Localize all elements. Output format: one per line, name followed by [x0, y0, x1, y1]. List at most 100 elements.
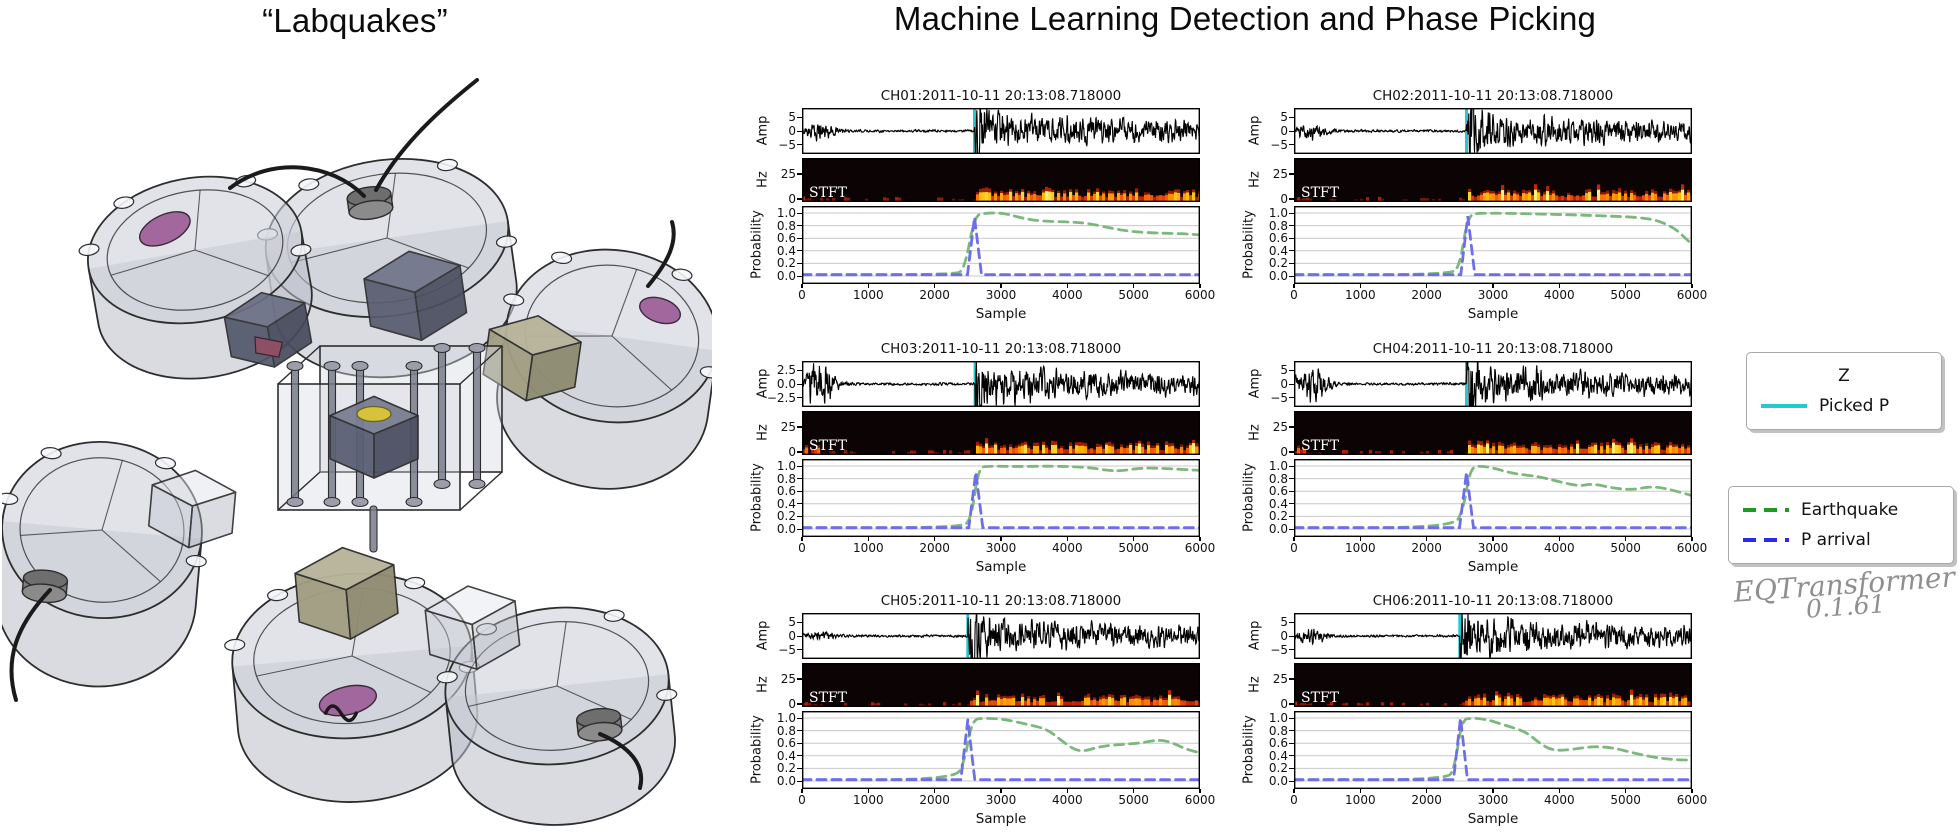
legend-earthquake-label: Earthquake [1801, 500, 1899, 520]
sample-tick-label: 3000 [1477, 541, 1509, 555]
frame-bolt [290, 367, 300, 501]
component-box [424, 585, 521, 671]
waveform-trace [802, 362, 1200, 407]
tick-mark [797, 198, 802, 200]
stft-annotation: STFT [1301, 185, 1340, 201]
sample-tick-label: 3000 [985, 541, 1017, 555]
sensor-puck [257, 158, 518, 379]
tick-mark [1289, 262, 1294, 265]
panel-title: CH03:2011-10-11 20:13:08.718000 [880, 341, 1122, 357]
rim-notch [475, 622, 498, 636]
stft-annotation: STFT [809, 185, 848, 201]
panel-title: CH01:2011-10-11 20:13:08.718000 [880, 88, 1122, 104]
prob-tick-label: 0.6 [1268, 231, 1288, 246]
tick-mark [797, 515, 802, 518]
rim-notch [224, 638, 246, 652]
tick-mark [797, 225, 802, 227]
prob-tick-label: 1.0 [1268, 206, 1288, 220]
cable [646, 220, 676, 288]
probability-plot [802, 459, 1200, 537]
probability-plot [1294, 206, 1692, 284]
prob-tick-label: 0.2 [776, 509, 796, 524]
rim-notch [185, 554, 207, 568]
tick-mark [1293, 284, 1295, 288]
tick-mark [1289, 383, 1294, 385]
sample-tick-label: 6000 [1676, 541, 1708, 555]
tick-mark [1289, 173, 1294, 175]
tick-mark [867, 789, 869, 793]
tick-mark [1289, 116, 1294, 118]
tick-mark [1000, 537, 1002, 541]
sample-tick-label: 3000 [1477, 793, 1509, 807]
tick-mark [797, 767, 802, 770]
amp-waveform-plot [1294, 613, 1692, 659]
hz-tick-label: 25 [1272, 671, 1288, 686]
tick-mark [1426, 284, 1428, 288]
waveform-trace [1294, 108, 1692, 154]
tick-mark [1289, 730, 1294, 732]
prob-tick-label: 1.0 [1268, 459, 1288, 473]
cable [374, 78, 479, 192]
tick-mark [797, 742, 802, 744]
legend-parrival-label: P arrival [1801, 530, 1871, 550]
tick-mark [797, 451, 802, 453]
sample-tick-label: 5000 [1610, 288, 1641, 302]
tick-mark [797, 490, 802, 492]
tick-mark [797, 621, 802, 623]
sample-tick-label: 0 [1290, 288, 1298, 302]
rim-notch [699, 366, 712, 379]
earthquake-probability-curve [802, 716, 1200, 782]
tick-mark [797, 275, 802, 277]
sensor-disc [639, 296, 682, 325]
sample-axis-label: Sample [1467, 559, 1519, 575]
tick-mark [1289, 397, 1294, 399]
tick-mark [1289, 755, 1294, 757]
tick-mark [1289, 621, 1294, 623]
tick-mark [801, 789, 803, 793]
tick-mark [797, 250, 802, 252]
tick-mark [1199, 537, 1201, 541]
prob-tick-label: 0.6 [1268, 736, 1288, 751]
sensor-puck [224, 546, 480, 803]
rim-notch [551, 251, 573, 265]
amp-tick-label: 5 [1280, 110, 1288, 125]
tick-mark [797, 383, 802, 385]
prob-tick-label: 0.0 [1268, 269, 1288, 283]
tick-mark [1289, 635, 1294, 637]
tick-mark [1289, 275, 1294, 277]
tick-mark [797, 173, 802, 175]
hz-tick-label: 0 [788, 444, 796, 459]
hz-tick-label: 0 [788, 191, 796, 206]
amp-tick-label: −2.5 [766, 390, 796, 405]
panel-title: CH05:2011-10-11 20:13:08.718000 [880, 593, 1122, 609]
amp-waveform-plot [802, 361, 1200, 407]
sensor-puck [482, 248, 712, 490]
sensor-puck [424, 585, 678, 826]
picked-p-swatch-icon [1761, 404, 1807, 408]
prob-tick-label: 0.4 [1268, 748, 1288, 763]
tick-mark [797, 465, 802, 467]
hz-tick-label: 25 [780, 419, 796, 434]
sample-tick-label: 2000 [919, 541, 950, 555]
sample-axis-label: Sample [975, 811, 1027, 827]
rim-notch [495, 235, 517, 248]
tick-mark [797, 426, 802, 428]
sample-tick-label: 1000 [853, 288, 884, 302]
channel-panel-ch05: CH05:2011-10-11 20:13:08.718000 STFT Amp… [745, 593, 1216, 838]
stft-annotation: STFT [809, 438, 848, 454]
tick-mark [1359, 537, 1361, 541]
tick-mark [1289, 250, 1294, 252]
tick-mark [1289, 678, 1294, 680]
tick-mark [1426, 789, 1428, 793]
sample-tick-label: 0 [798, 541, 806, 555]
sensor-disc [318, 684, 377, 717]
amp-tick-label: 0 [788, 629, 796, 643]
prob-tick-label: 0.2 [1268, 509, 1288, 524]
probability-plot [1294, 459, 1692, 537]
tick-mark [797, 130, 802, 132]
prob-tick-label: 0.2 [1268, 256, 1288, 271]
prob-tick-label: 0.8 [776, 218, 796, 233]
sample-tick-label: 6000 [1184, 541, 1216, 555]
sample-tick-label: 4000 [1052, 541, 1083, 555]
amp-tick-label: 2.5 [776, 363, 796, 378]
